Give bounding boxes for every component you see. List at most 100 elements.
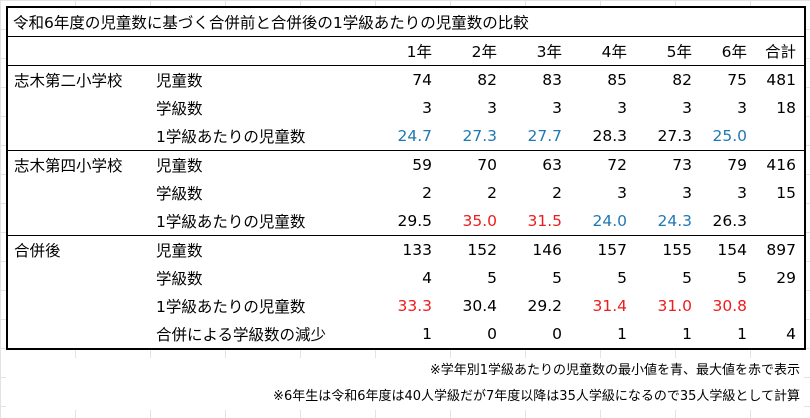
row-label-cell[interactable]: 合併による学級数の減少: [156, 326, 327, 344]
empty-cell[interactable]: [7, 94, 150, 122]
column-header[interactable]: 6年: [721, 43, 747, 61]
value-cell[interactable]: 157: [570, 235, 635, 264]
value-cell[interactable]: 59: [375, 150, 440, 179]
value-cell[interactable]: 27.3: [462, 127, 497, 145]
value-cell[interactable]: 4: [422, 269, 432, 287]
empty-cell[interactable]: [7, 207, 150, 236]
value-cell[interactable]: 2: [487, 184, 497, 202]
value-cell[interactable]: 5: [487, 269, 497, 287]
row-label-cell[interactable]: 児童数: [150, 65, 375, 94]
value-cell[interactable]: [755, 207, 805, 236]
value-cell[interactable]: 133: [375, 235, 440, 264]
value-cell[interactable]: 2: [552, 184, 562, 202]
value-cell[interactable]: 1: [422, 325, 432, 343]
value-cell[interactable]: 29.2: [527, 297, 562, 315]
value-cell[interactable]: [755, 292, 805, 320]
value-cell[interactable]: 146: [505, 235, 570, 264]
value-cell[interactable]: 70: [440, 150, 505, 179]
row-label-cell[interactable]: 1学級あたりの児童数: [156, 128, 306, 146]
value-cell[interactable]: 1: [737, 325, 747, 343]
value-cell[interactable]: 3: [682, 184, 692, 202]
row-label-cell[interactable]: 児童数: [150, 150, 375, 179]
column-header-empty[interactable]: [7, 37, 150, 66]
value-cell[interactable]: 30.8: [712, 297, 747, 315]
value-cell[interactable]: 416: [755, 150, 806, 179]
value-cell[interactable]: 3: [552, 99, 562, 117]
value-cell[interactable]: 3: [422, 99, 432, 117]
value-cell[interactable]: 154: [700, 235, 755, 264]
value-cell[interactable]: 83: [505, 65, 570, 94]
column-header[interactable]: 5年: [666, 43, 692, 61]
value-cell[interactable]: 155: [635, 235, 700, 264]
value-cell[interactable]: 33.3: [397, 297, 432, 315]
value-cell[interactable]: 897: [755, 235, 806, 264]
value-cell[interactable]: 29.5: [397, 212, 432, 230]
value-cell[interactable]: 3: [487, 99, 497, 117]
column-header[interactable]: 3年: [536, 43, 562, 61]
value-cell[interactable]: 79: [700, 150, 755, 179]
value-cell[interactable]: 3: [682, 99, 692, 117]
value-cell[interactable]: 85: [570, 65, 635, 94]
empty-cell[interactable]: [7, 179, 150, 207]
value-cell[interactable]: 31.0: [657, 297, 692, 315]
row-label-cell[interactable]: 学級数: [156, 270, 203, 288]
school-name-cell[interactable]: 合併後: [7, 235, 150, 264]
row-label-cell[interactable]: 学級数: [156, 100, 203, 118]
value-cell[interactable]: 74: [375, 65, 440, 94]
value-cell[interactable]: 3: [737, 99, 747, 117]
value-cell[interactable]: 3: [617, 184, 627, 202]
value-cell[interactable]: 82: [635, 65, 700, 94]
value-cell[interactable]: 24.3: [657, 212, 692, 230]
row-label-cell[interactable]: 児童数: [150, 235, 375, 264]
value-cell[interactable]: 1: [617, 325, 627, 343]
value-cell[interactable]: 28.3: [592, 127, 627, 145]
value-cell[interactable]: 75: [700, 65, 755, 94]
value-cell[interactable]: 31.5: [527, 212, 562, 230]
column-header[interactable]: 合計: [765, 43, 797, 61]
column-header[interactable]: 2年: [471, 43, 497, 61]
value-cell[interactable]: 152: [440, 235, 505, 264]
value-cell[interactable]: 5: [682, 269, 692, 287]
value-cell[interactable]: 82: [440, 65, 505, 94]
empty-cell[interactable]: [7, 320, 150, 349]
value-cell[interactable]: 35.0: [462, 212, 497, 230]
empty-cell[interactable]: [7, 122, 150, 151]
value-cell[interactable]: 1: [682, 325, 692, 343]
table-title[interactable]: 令和6年度の児童数に基づく合併前と合併後の1学級あたりの児童数の比較: [7, 7, 806, 37]
school-name-cell[interactable]: 志木第四小学校: [7, 150, 150, 179]
value-cell[interactable]: 72: [570, 150, 635, 179]
column-header[interactable]: 4年: [601, 43, 627, 61]
value-cell[interactable]: 2: [422, 184, 432, 202]
value-cell[interactable]: 31.4: [592, 297, 627, 315]
value-cell[interactable]: 481: [755, 65, 806, 94]
empty-cell[interactable]: [7, 264, 150, 292]
row-label-cell[interactable]: 1学級あたりの児童数: [156, 213, 306, 231]
value-cell[interactable]: 29: [776, 269, 797, 287]
value-cell[interactable]: 18: [776, 99, 797, 117]
value-cell[interactable]: 24.7: [397, 127, 432, 145]
value-cell[interactable]: 4: [786, 325, 797, 343]
value-cell[interactable]: 0: [552, 325, 562, 343]
value-cell[interactable]: [755, 122, 805, 151]
value-cell[interactable]: 5: [737, 269, 747, 287]
value-cell[interactable]: 26.3: [712, 212, 747, 230]
value-cell[interactable]: 27.7: [527, 127, 562, 145]
row-label-cell[interactable]: 1学級あたりの児童数: [156, 298, 306, 316]
value-cell[interactable]: 3: [617, 99, 627, 117]
value-cell[interactable]: 73: [635, 150, 700, 179]
school-name-cell[interactable]: 志木第二小学校: [7, 65, 150, 94]
value-cell[interactable]: 24.0: [592, 212, 627, 230]
value-cell[interactable]: 30.4: [462, 297, 497, 315]
value-cell[interactable]: 15: [776, 184, 797, 202]
value-cell[interactable]: 25.0: [712, 127, 747, 145]
column-header[interactable]: 1年: [406, 43, 432, 61]
value-cell[interactable]: 27.3: [657, 127, 692, 145]
value-cell[interactable]: 3: [737, 184, 747, 202]
value-cell[interactable]: 5: [617, 269, 627, 287]
value-cell[interactable]: 0: [487, 325, 497, 343]
empty-cell[interactable]: [7, 292, 150, 320]
value-cell[interactable]: 5: [552, 269, 562, 287]
row-label-cell[interactable]: 学級数: [156, 185, 203, 203]
column-header-empty[interactable]: [150, 37, 375, 66]
value-cell[interactable]: 63: [505, 150, 570, 179]
